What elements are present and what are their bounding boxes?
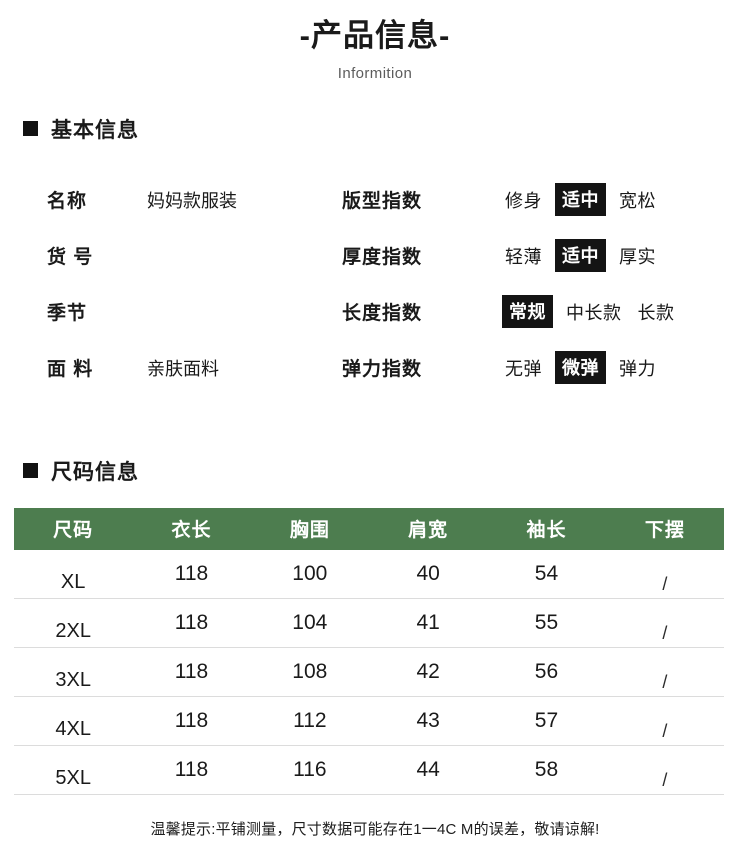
info-field-fit-index: 版型指数 修身 适中 宽松 <box>342 183 732 217</box>
cell-sleeve: 54 <box>487 549 606 599</box>
option-group: 常规 中长款 长款 <box>502 295 678 329</box>
column-header-shoulder: 肩宽 <box>368 507 488 550</box>
cell-bust: 116 <box>250 745 369 795</box>
info-row: 季节 长度指数 常规 中长款 长款 <box>47 284 732 340</box>
table-row: 2XL 118 104 41 55 / <box>14 598 724 648</box>
cell-length: 118 <box>132 598 251 648</box>
cell-size: 3XL <box>14 647 133 697</box>
cell-length: 118 <box>132 745 251 795</box>
cell-shoulder: 43 <box>368 696 488 746</box>
cell-sleeve: 56 <box>487 647 606 697</box>
table-row: XL 118 100 40 54 / <box>14 549 724 599</box>
option-item[interactable]: 弹力 <box>619 358 656 379</box>
page-title: -产品信息- <box>299 18 451 53</box>
cell-shoulder: 42 <box>368 647 488 697</box>
cell-hem: / <box>605 647 724 697</box>
column-header-hem: 下摆 <box>605 507 724 550</box>
table-row: 4XL 118 112 43 57 / <box>14 696 724 746</box>
square-bullet-icon <box>23 463 38 479</box>
option-item[interactable]: 无弹 <box>505 358 542 379</box>
table-header-row: 尺码 衣长 胸围 肩宽 袖长 下摆 <box>14 507 724 550</box>
option-item-selected[interactable]: 适中 <box>555 183 606 217</box>
cell-bust: 100 <box>250 549 369 599</box>
cell-sleeve: 55 <box>487 598 606 648</box>
cell-hem: / <box>605 549 724 599</box>
cell-sleeve: 58 <box>487 745 606 795</box>
index-label: 版型指数 <box>342 191 423 213</box>
info-row: 面 料 亲肤面料 弹力指数 无弹 微弹 弹力 <box>47 340 732 396</box>
option-item[interactable]: 长款 <box>637 302 675 323</box>
page-subtitle: Informition <box>337 64 413 82</box>
size-info-section-header: 尺码信息 <box>23 456 750 486</box>
cell-size: 4XL <box>14 696 133 746</box>
option-item[interactable]: 宽松 <box>619 190 656 211</box>
info-field-elasticity-index: 弹力指数 无弹 微弹 弹力 <box>342 351 732 385</box>
index-label: 厚度指数 <box>342 247 423 269</box>
cell-shoulder: 41 <box>368 598 488 648</box>
info-field-name: 名称 妈妈款服装 <box>47 186 342 213</box>
info-label: 季节 <box>47 303 88 325</box>
option-item-selected[interactable]: 适中 <box>555 239 606 273</box>
basic-info-section-header: 基本信息 <box>23 114 750 144</box>
column-header-bust: 胸围 <box>250 507 369 550</box>
info-label: 货 号 <box>47 247 94 269</box>
info-label: 名称 <box>47 191 88 213</box>
cell-hem: / <box>605 598 724 648</box>
cell-length: 118 <box>132 549 251 599</box>
info-field-fabric: 面 料 亲肤面料 <box>47 354 342 381</box>
option-item-selected[interactable]: 常规 <box>502 295 553 329</box>
column-header-size: 尺码 <box>14 507 133 550</box>
cell-hem: / <box>605 696 724 746</box>
info-row: 货 号 厚度指数 轻薄 适中 厚实 <box>47 228 732 284</box>
index-label: 长度指数 <box>342 303 423 325</box>
cell-hem: / <box>605 745 724 795</box>
cell-length: 118 <box>132 696 251 746</box>
cell-shoulder: 44 <box>368 745 488 795</box>
info-value: 亲肤面料 <box>147 358 219 379</box>
size-chart-table: 尺码 衣长 胸围 肩宽 袖长 下摆 XL 118 100 40 54 / 2XL… <box>14 507 724 795</box>
info-field-item-number: 货 号 <box>47 242 342 269</box>
cell-size: 5XL <box>14 745 133 795</box>
cell-shoulder: 40 <box>368 549 488 599</box>
option-group: 修身 适中 宽松 <box>502 183 659 217</box>
measurement-disclaimer: 温馨提示:平铺测量，尺寸数据可能存在1一4C M的误差，敬请谅解! <box>150 821 600 838</box>
info-label: 面 料 <box>47 359 94 381</box>
option-group: 轻薄 适中 厚实 <box>502 239 659 273</box>
option-item-selected[interactable]: 微弹 <box>555 351 606 385</box>
page-header: -产品信息- Informition <box>0 0 750 82</box>
size-info-section-title: 尺码信息 <box>51 460 139 484</box>
option-group: 无弹 微弹 弹力 <box>502 351 659 385</box>
table-row: 3XL 118 108 42 56 / <box>14 647 724 697</box>
info-row: 名称 妈妈款服装 版型指数 修身 适中 宽松 <box>47 172 732 228</box>
info-field-length-index: 长度指数 常规 中长款 长款 <box>342 295 732 329</box>
cell-size: XL <box>14 549 133 599</box>
option-item[interactable]: 厚实 <box>619 246 656 267</box>
info-field-thickness-index: 厚度指数 轻薄 适中 厚实 <box>342 239 732 273</box>
basic-info-table: 名称 妈妈款服装 版型指数 修身 适中 宽松 货 号 厚度指数 轻薄 适中 厚实 <box>0 172 750 396</box>
option-item[interactable]: 轻薄 <box>505 246 542 267</box>
column-header-length: 衣长 <box>132 507 251 550</box>
index-label: 弹力指数 <box>342 359 423 381</box>
basic-info-section-title: 基本信息 <box>51 118 139 142</box>
square-bullet-icon <box>23 121 38 137</box>
cell-sleeve: 57 <box>487 696 606 746</box>
info-value: 妈妈款服装 <box>147 190 237 211</box>
cell-bust: 108 <box>250 647 369 697</box>
cell-bust: 112 <box>250 696 369 746</box>
info-field-season: 季节 <box>47 298 342 325</box>
option-item[interactable]: 修身 <box>505 190 542 211</box>
table-row: 5XL 118 116 44 58 / <box>14 745 724 795</box>
cell-length: 118 <box>132 647 251 697</box>
option-item[interactable]: 中长款 <box>566 302 622 323</box>
cell-bust: 104 <box>250 598 369 648</box>
column-header-sleeve: 袖长 <box>487 507 606 550</box>
cell-size: 2XL <box>14 598 133 648</box>
